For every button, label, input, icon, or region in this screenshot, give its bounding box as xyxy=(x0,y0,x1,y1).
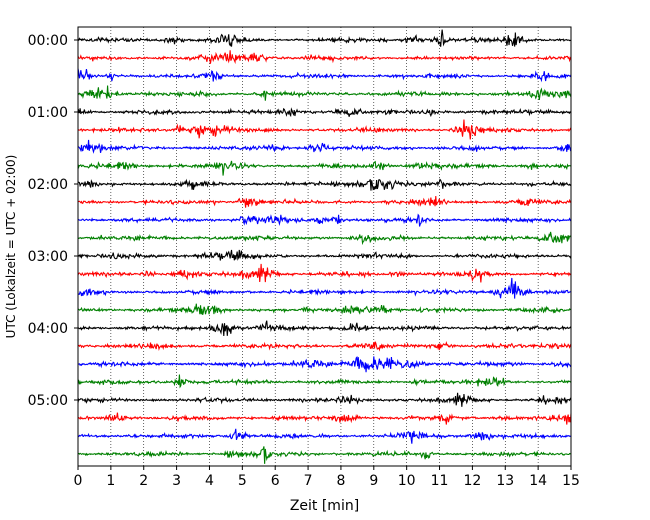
trace-row-8 xyxy=(77,178,572,191)
y-tick-label-0: 00:00 xyxy=(28,33,68,49)
trace-row-23 xyxy=(77,446,572,464)
x-tick-label-7: 7 xyxy=(304,473,313,489)
x-tick-label-11: 11 xyxy=(431,473,449,489)
trace-row-9 xyxy=(77,195,572,208)
x-tick-label-3: 3 xyxy=(172,473,181,489)
seismogram-traces xyxy=(77,29,572,464)
trace-row-1 xyxy=(77,50,572,65)
x-tick-label-10: 10 xyxy=(398,473,416,489)
trace-row-21 xyxy=(77,412,572,425)
x-axis-ticks: 0 1 2 3 4 5 6 7 8 9 10 11 12 13 14 15 xyxy=(74,466,580,489)
x-tick-label-2: 2 xyxy=(139,473,148,489)
y-tick-label-5: 05:00 xyxy=(28,393,68,409)
x-tick-label-4: 4 xyxy=(205,473,214,489)
trace-row-2 xyxy=(77,68,572,83)
x-tick-label-1: 1 xyxy=(106,473,115,489)
y-tick-label-2: 02:00 xyxy=(28,177,68,193)
vertical-grid xyxy=(110,27,539,466)
trace-row-0 xyxy=(77,29,572,47)
x-tick-label-5: 5 xyxy=(238,473,247,489)
x-tick-label-6: 6 xyxy=(271,473,280,489)
trace-row-18 xyxy=(78,355,572,373)
trace-row-5 xyxy=(77,119,572,140)
x-tick-label-15: 15 xyxy=(562,473,580,489)
trace-row-4 xyxy=(77,107,572,118)
x-tick-label-8: 8 xyxy=(336,473,345,489)
trace-row-20 xyxy=(77,392,572,407)
trace-row-6 xyxy=(77,139,572,154)
y-tick-label-3: 03:00 xyxy=(28,249,68,265)
x-tick-label-9: 9 xyxy=(369,473,378,489)
trace-row-3 xyxy=(77,85,572,101)
trace-row-15 xyxy=(77,303,572,315)
trace-row-12 xyxy=(77,249,572,261)
trace-row-7 xyxy=(77,160,572,176)
trace-row-17 xyxy=(77,340,572,352)
plot-frame xyxy=(77,26,572,467)
x-tick-label-0: 0 xyxy=(74,473,83,489)
x-axis-label: Zeit [min] xyxy=(290,498,359,514)
trace-row-22 xyxy=(77,428,572,444)
y-tick-label-1: 01:00 xyxy=(28,105,68,121)
trace-row-16 xyxy=(77,320,572,336)
x-tick-label-13: 13 xyxy=(496,473,514,489)
y-tick-label-4: 04:00 xyxy=(28,321,68,337)
trace-row-10 xyxy=(77,213,572,227)
trace-row-19 xyxy=(77,374,572,389)
x-tick-label-12: 12 xyxy=(463,473,481,489)
trace-row-14 xyxy=(77,277,572,299)
trace-row-13 xyxy=(77,263,572,283)
trace-row-11 xyxy=(77,231,572,246)
y-axis-label: UTC (Lokalzeit = UTC + 02:00) xyxy=(4,155,18,339)
y-axis-ticks: 00:00 01:00 02:00 03:00 04:00 05:00 xyxy=(28,33,78,409)
x-tick-label-14: 14 xyxy=(529,473,547,489)
